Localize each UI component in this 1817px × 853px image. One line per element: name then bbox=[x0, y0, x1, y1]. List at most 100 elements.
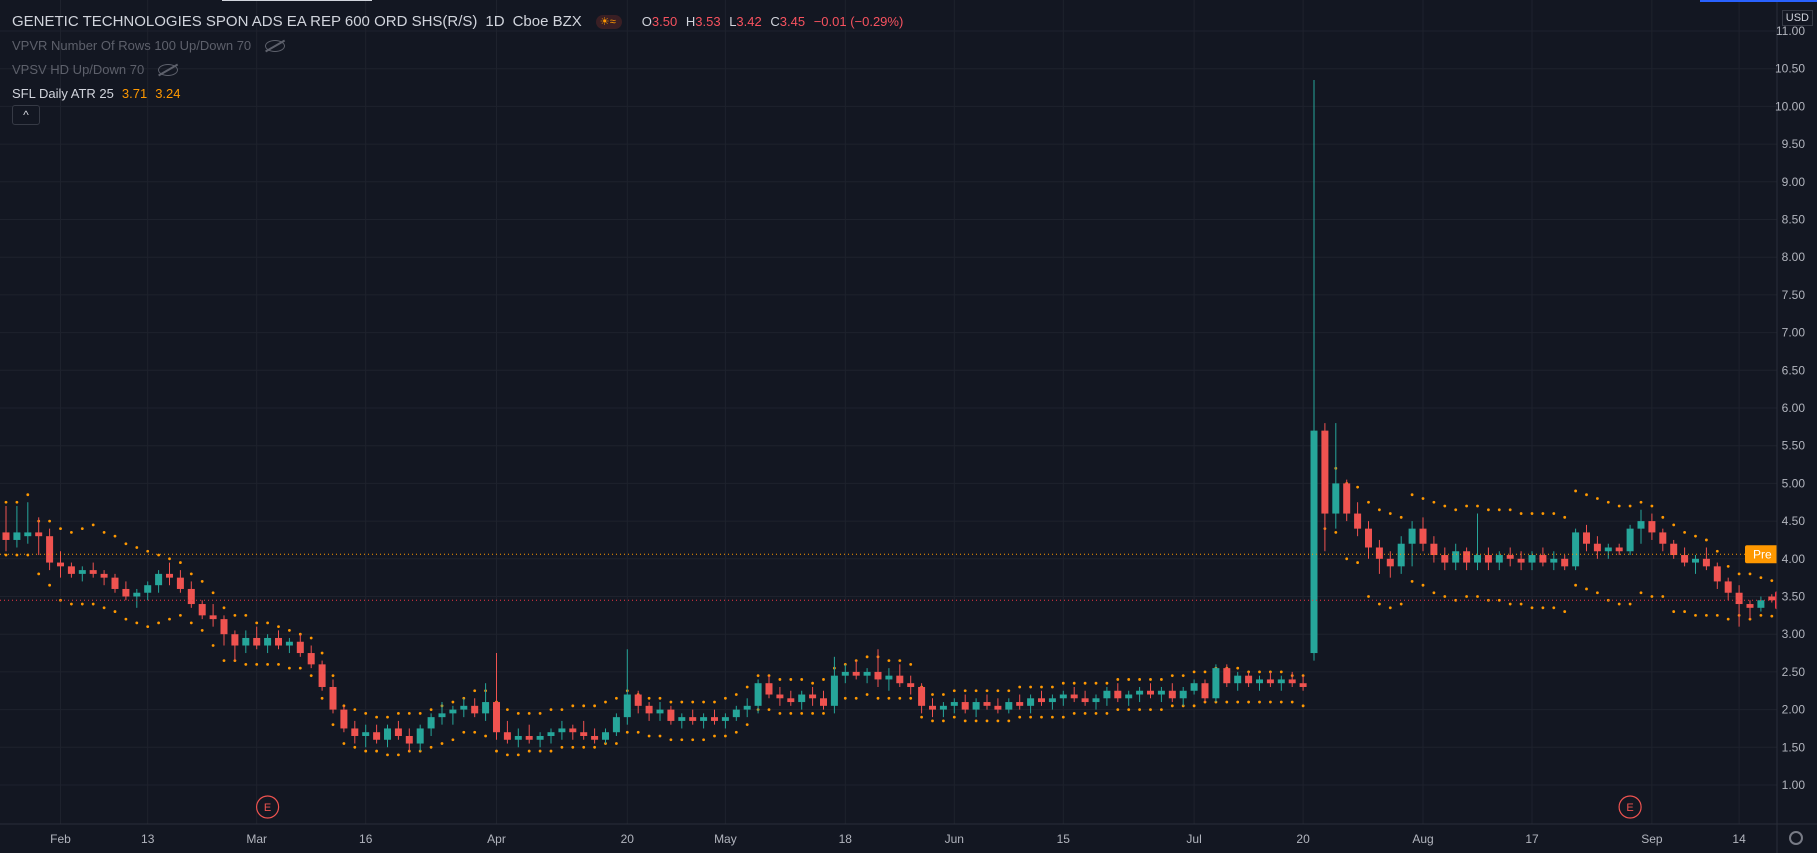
candle-body bbox=[689, 717, 697, 721]
atr-upper-point bbox=[1138, 678, 1141, 681]
atr-upper-point bbox=[1127, 678, 1131, 681]
atr-upper-point bbox=[1378, 508, 1381, 512]
atr-upper-point bbox=[244, 613, 248, 617]
atr-lower-point bbox=[1356, 561, 1359, 564]
candle bbox=[493, 653, 500, 740]
candle bbox=[1648, 513, 1656, 540]
eye-hidden-icon[interactable] bbox=[265, 40, 286, 52]
atr-lower-point bbox=[1759, 613, 1763, 617]
candle-body bbox=[929, 705, 936, 710]
collapse-legend-button[interactable]: ^ bbox=[12, 105, 40, 125]
atr-lower-point bbox=[298, 666, 302, 670]
candle-body bbox=[754, 683, 762, 706]
atr-upper-point bbox=[1596, 497, 1599, 500]
atr-upper-point bbox=[1094, 681, 1098, 685]
atr-lower-point bbox=[1072, 711, 1076, 715]
atr-upper-point bbox=[582, 704, 586, 708]
atr-upper-point bbox=[386, 715, 389, 719]
change-value: −0.01 (−0.29%) bbox=[813, 14, 904, 29]
atr-upper-point bbox=[320, 651, 324, 655]
candle bbox=[1408, 521, 1416, 567]
indicator-row-vpsv[interactable]: VPSV HD Up/Down 70 bbox=[12, 58, 903, 82]
candle-body bbox=[1125, 694, 1133, 699]
atr-upper-point bbox=[691, 700, 695, 704]
candle bbox=[525, 724, 533, 744]
candle bbox=[1572, 528, 1580, 571]
candle-body bbox=[874, 671, 882, 680]
candle bbox=[885, 668, 893, 691]
atr-upper-point bbox=[1410, 493, 1414, 497]
candle bbox=[1561, 555, 1569, 571]
atr-lower-point bbox=[353, 745, 357, 749]
candle bbox=[1114, 683, 1122, 703]
candle bbox=[732, 705, 740, 721]
candle-body bbox=[1484, 555, 1492, 563]
indicator-row-atr[interactable]: SFL Daily ATR 25 3.71 3.24 bbox=[12, 82, 903, 106]
atr-upper-point bbox=[1116, 678, 1120, 681]
atr-upper-point bbox=[865, 655, 869, 659]
time-tick-label: 15 bbox=[1057, 832, 1071, 846]
atr-lower-point bbox=[593, 745, 596, 749]
atr-upper-point bbox=[200, 580, 204, 583]
atr-upper-point bbox=[157, 553, 161, 557]
earnings-marker[interactable]: E bbox=[1618, 795, 1642, 819]
candle-body bbox=[1005, 702, 1013, 710]
candle bbox=[2, 506, 10, 552]
price-tick-label: 4.50 bbox=[1782, 514, 1806, 528]
interval-label[interactable]: 1D bbox=[485, 13, 505, 30]
atr-lower-point bbox=[1094, 711, 1098, 715]
atr-lower-point bbox=[1290, 700, 1294, 704]
time-axis[interactable]: Feb 13 Mar 16 Apr 20 May 18 Jun 15 Jul 20 Aug 17 Sep 14 bbox=[0, 823, 1817, 846]
atr-upper-point bbox=[146, 549, 150, 553]
indicator-vpvr-label: VPVR Number Of Rows 100 Up/Down 70 bbox=[12, 38, 252, 53]
eye-hidden-icon[interactable] bbox=[158, 64, 179, 76]
atr-upper-point bbox=[1051, 685, 1054, 689]
market-status-icon[interactable]: ☀ ≈ bbox=[595, 15, 622, 29]
atr-upper-point bbox=[1628, 504, 1632, 508]
candle-body bbox=[57, 562, 64, 567]
atr-upper-point bbox=[70, 531, 73, 534]
candle bbox=[580, 720, 588, 740]
symbol-title[interactable]: GENETIC TECHNOLOGIES SPON ADS EA REP 600… bbox=[12, 13, 478, 30]
earnings-marker[interactable]: E bbox=[256, 795, 280, 819]
candle-body bbox=[394, 728, 402, 736]
currency-label[interactable]: USD bbox=[1781, 10, 1813, 26]
candle bbox=[1365, 521, 1372, 559]
candle-body bbox=[732, 709, 740, 718]
candle bbox=[1354, 502, 1362, 537]
candle-body bbox=[1659, 532, 1667, 544]
candle bbox=[863, 668, 871, 684]
gear-icon[interactable] bbox=[1789, 831, 1803, 845]
candle bbox=[536, 732, 544, 748]
time-tick-label: 18 bbox=[839, 832, 853, 846]
atr-lower-point bbox=[1476, 595, 1479, 598]
candle-body bbox=[1321, 430, 1329, 514]
atr-lower-point bbox=[37, 572, 41, 576]
candle-body bbox=[1016, 702, 1024, 706]
candle-body bbox=[1343, 483, 1351, 514]
atr-lower-point bbox=[1410, 580, 1414, 583]
atr-upper-point bbox=[767, 674, 771, 678]
atr-lower-point bbox=[1596, 591, 1599, 595]
candle bbox=[1692, 555, 1699, 574]
atr-lower-point bbox=[931, 719, 934, 723]
price-axis[interactable]: 1.00 1.50 2.00 2.50 3.00 3.50 4.00 4.50 5.00 5.50… bbox=[1775, 0, 1817, 853]
atr-lower-point bbox=[1694, 613, 1697, 617]
candle bbox=[1615, 543, 1623, 556]
candle bbox=[983, 694, 991, 710]
candle bbox=[907, 675, 915, 695]
atr-upper-point bbox=[1072, 681, 1076, 685]
time-tick-label: 14 bbox=[1732, 832, 1746, 846]
atr-upper-point bbox=[963, 689, 967, 693]
atr-lower-point bbox=[473, 730, 477, 734]
time-tick-label: 17 bbox=[1525, 832, 1539, 846]
atr-upper-point bbox=[211, 591, 215, 595]
candle-body bbox=[133, 592, 141, 597]
indicator-row-vpvr[interactable]: VPVR Number Of Rows 100 Up/Down 70 bbox=[12, 34, 903, 58]
candle-body bbox=[296, 641, 304, 654]
atr-lower-point bbox=[800, 711, 804, 715]
price-tick-label: 5.50 bbox=[1782, 439, 1806, 453]
candle-body bbox=[1474, 555, 1481, 563]
